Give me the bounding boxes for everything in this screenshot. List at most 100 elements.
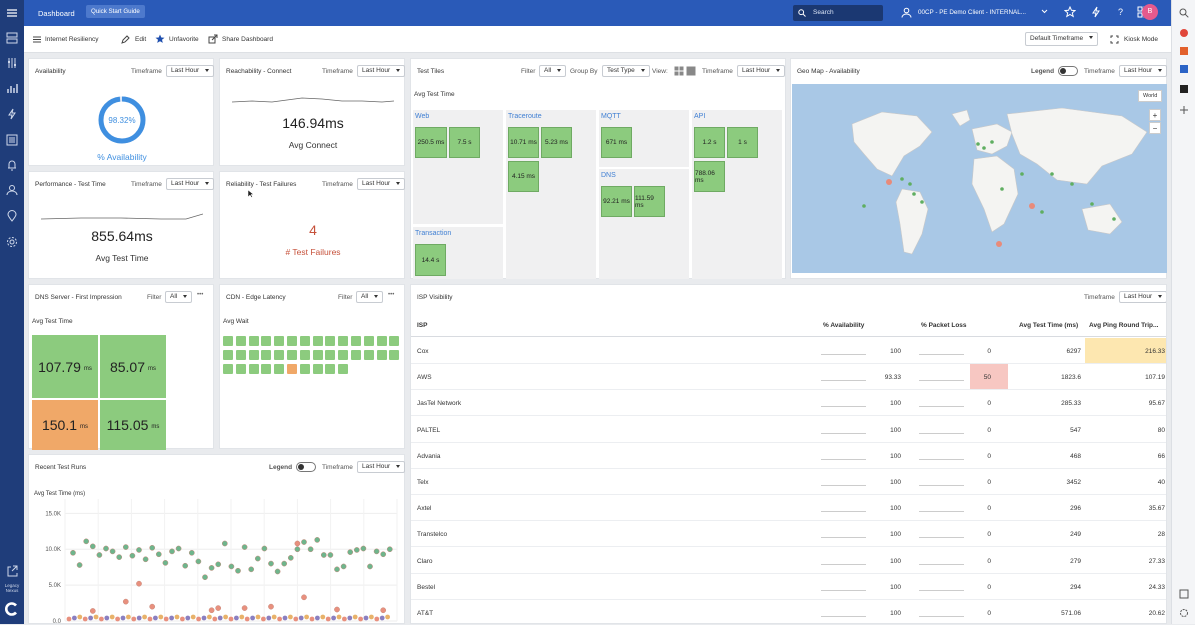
table-row[interactable]: AWS 93.33 50 1823.6 107.19 <box>411 364 1166 391</box>
bar-chart-icon[interactable] <box>3 79 21 97</box>
scatter-point[interactable] <box>369 614 374 620</box>
scatter-point[interactable] <box>126 614 131 620</box>
scatter-point[interactable] <box>89 608 96 614</box>
list-view-icon[interactable] <box>686 66 696 76</box>
extension-red-icon[interactable] <box>1177 26 1191 40</box>
timeframe-dropdown[interactable]: Last Hour <box>357 461 406 473</box>
cdn-square[interactable] <box>376 350 387 360</box>
scatter-point[interactable] <box>301 539 307 545</box>
scatter-point[interactable] <box>96 552 103 558</box>
scatter-point[interactable] <box>122 544 129 550</box>
dns-tile[interactable]: 115.05 ms <box>100 400 166 450</box>
scatter-point[interactable] <box>155 551 162 558</box>
scatter-point[interactable] <box>221 540 228 547</box>
legend-toggle[interactable] <box>1058 66 1078 76</box>
test-tile[interactable]: 111.59 ms <box>634 186 665 217</box>
settings-gear-icon[interactable] <box>1177 606 1191 620</box>
scatter-point[interactable] <box>109 614 115 620</box>
hamburger-menu-icon[interactable] <box>3 4 21 22</box>
scatter-point[interactable] <box>182 562 189 569</box>
scatter-point[interactable] <box>136 547 142 553</box>
quick-start-guide-button[interactable]: Quick Start Guide <box>86 5 145 18</box>
cdn-square[interactable] <box>261 336 272 346</box>
table-row[interactable]: Axtel 100 0 296 35.67 <box>411 495 1166 522</box>
timeframe-dropdown[interactable]: Last Hour <box>357 65 406 77</box>
scatter-point[interactable] <box>89 543 96 550</box>
column-header[interactable]: ISP <box>417 322 428 329</box>
share-icon[interactable] <box>208 34 218 44</box>
scatter-point[interactable] <box>235 567 241 574</box>
cdn-square[interactable] <box>248 336 259 346</box>
scatter-point[interactable] <box>223 614 229 620</box>
search-icon[interactable] <box>1177 6 1191 20</box>
scatter-point[interactable] <box>334 566 340 573</box>
scatter-point[interactable] <box>320 552 327 558</box>
cdn-square[interactable] <box>299 364 310 374</box>
cdn-square[interactable] <box>261 364 272 374</box>
scatter-point[interactable] <box>217 615 223 621</box>
cdn-square[interactable] <box>389 336 400 346</box>
scatter-point[interactable] <box>254 555 261 562</box>
world-map[interactable]: World + − <box>792 84 1167 273</box>
test-tile[interactable]: 1 s <box>727 127 758 158</box>
scatter-point[interactable] <box>158 614 164 620</box>
cdn-square[interactable] <box>312 350 323 360</box>
world-region-button[interactable]: World <box>1138 90 1163 102</box>
scatter-point[interactable] <box>228 563 235 570</box>
cdn-square[interactable] <box>351 336 361 346</box>
scatter-point[interactable] <box>122 598 129 605</box>
account-selector[interactable]: 00CP - PE Demo Client - INTERNAL... <box>918 9 1027 16</box>
scatter-point[interactable] <box>66 616 72 622</box>
zoom-in-button[interactable]: + <box>1149 109 1161 121</box>
scatter-point[interactable] <box>180 616 185 622</box>
location-pin-icon[interactable] <box>3 207 21 225</box>
column-header[interactable]: % Packet Loss <box>921 322 967 329</box>
cdn-square[interactable] <box>248 350 259 360</box>
scatter-point[interactable] <box>174 614 180 620</box>
scatter-point[interactable] <box>294 540 301 547</box>
cdn-square[interactable] <box>338 364 349 374</box>
column-header[interactable]: % Availability <box>823 322 865 329</box>
test-tile[interactable]: 788.06 ms <box>694 161 725 192</box>
scatter-point[interactable] <box>169 548 175 555</box>
cdn-square[interactable] <box>312 336 323 346</box>
cdn-square[interactable] <box>235 364 246 374</box>
scatter-point[interactable] <box>212 616 218 622</box>
scatter-point[interactable] <box>331 615 336 621</box>
test-tile[interactable]: 1.2 s <box>694 127 725 158</box>
scatter-plot[interactable]: 0.0 5.0K 10.0K 15.0K <box>29 499 405 625</box>
filter-dropdown[interactable]: All <box>356 291 384 303</box>
scatter-point[interactable] <box>99 616 104 622</box>
cdn-square[interactable] <box>299 336 310 346</box>
external-link-icon[interactable] <box>3 562 21 580</box>
scatter-point[interactable] <box>215 605 222 611</box>
table-row[interactable]: Bestel 100 0 294 24.33 <box>411 574 1166 600</box>
cdn-square[interactable] <box>235 336 246 346</box>
scatter-point[interactable] <box>288 614 293 620</box>
scatter-point[interactable] <box>147 616 153 622</box>
scatter-point[interactable] <box>307 546 314 553</box>
scatter-point[interactable] <box>83 538 90 545</box>
scatter-point[interactable] <box>215 561 222 568</box>
dns-tile[interactable]: 107.79 ms <box>32 335 98 398</box>
column-header[interactable]: Avg Test Time (ms) <box>1019 322 1079 329</box>
scatter-point[interactable] <box>255 614 261 620</box>
scatter-point[interactable] <box>234 615 239 621</box>
timeframe-dropdown[interactable]: Last Hour <box>1119 291 1166 303</box>
scatter-point[interactable] <box>103 545 109 552</box>
test-tile[interactable]: 671 ms <box>601 127 632 158</box>
scatter-point[interactable] <box>175 545 182 552</box>
more-options-icon[interactable]: ••• <box>388 292 395 298</box>
scatter-point[interactable] <box>380 607 387 614</box>
scatter-point[interactable] <box>70 549 76 556</box>
lightning-icon[interactable] <box>3 105 21 123</box>
cdn-square[interactable] <box>338 350 349 360</box>
test-tile[interactable]: 5.23 ms <box>541 127 572 158</box>
scatter-point[interactable] <box>327 552 334 558</box>
cdn-square[interactable] <box>287 350 297 360</box>
tile-view-icon[interactable] <box>674 66 684 76</box>
cdn-square[interactable] <box>235 350 246 360</box>
scatter-point[interactable] <box>116 554 123 560</box>
scatter-point[interactable] <box>169 615 175 621</box>
controls-icon[interactable] <box>3 54 21 72</box>
